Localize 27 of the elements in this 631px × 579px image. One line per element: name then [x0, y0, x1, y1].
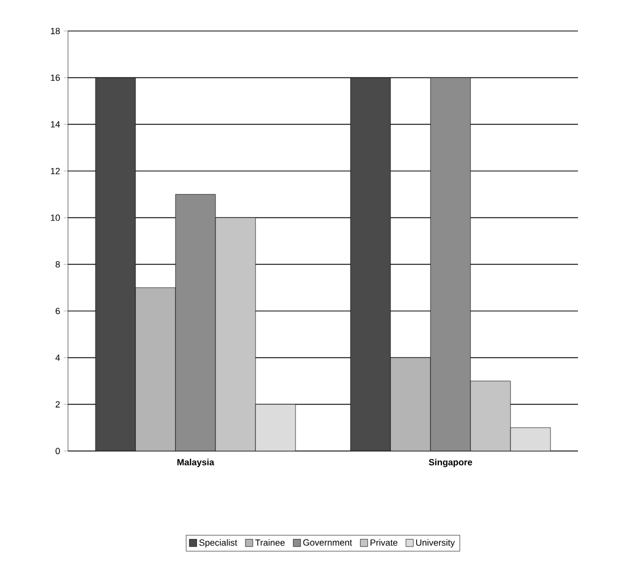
legend-label: Specialist: [199, 539, 238, 548]
legend-label: Trainee: [255, 539, 285, 546]
bar: [510, 427, 551, 451]
bar: [216, 218, 256, 451]
y-tick-label: 0: [56, 448, 60, 454]
y-tick-label: 8: [56, 261, 60, 268]
y-tick-label: 16: [50, 74, 60, 81]
y-tick-label: 2: [56, 401, 60, 408]
bar: [256, 404, 296, 451]
bar: [176, 194, 216, 451]
y-tick-label: 6: [56, 308, 60, 314]
y-tick-label: 12: [50, 168, 60, 174]
y-tick-label: 10: [50, 214, 60, 221]
bar: [136, 288, 176, 451]
y-tick-label: 18: [50, 28, 60, 34]
y-tick-label: 4: [55, 354, 60, 361]
bar: [470, 380, 511, 451]
legend-label: Government: [303, 539, 352, 546]
bar: [96, 78, 136, 451]
y-tick-label: 14: [50, 121, 60, 128]
bar: [390, 357, 431, 451]
bar: [430, 77, 471, 451]
x-tick-label: Malaysia: [177, 458, 214, 468]
x-tick-label: Singapore: [428, 458, 472, 468]
bar: [350, 77, 391, 451]
legend-label: University: [416, 539, 455, 548]
legend-label: Private: [370, 539, 398, 546]
